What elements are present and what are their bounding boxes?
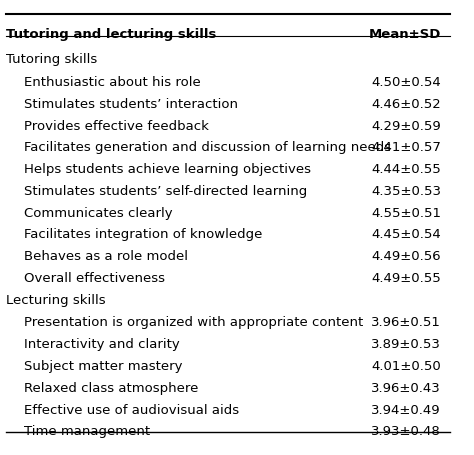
Text: Tutoring and lecturing skills: Tutoring and lecturing skills [6, 28, 216, 41]
Text: 4.55±0.51: 4.55±0.51 [371, 206, 441, 219]
Text: 4.49±0.55: 4.49±0.55 [371, 271, 441, 284]
Text: Lecturing skills: Lecturing skills [6, 293, 106, 306]
Text: Facilitates integration of knowledge: Facilitates integration of knowledge [24, 228, 263, 241]
Text: 4.35±0.53: 4.35±0.53 [371, 184, 441, 197]
Text: 4.46±0.52: 4.46±0.52 [371, 98, 441, 111]
Text: Enthusiastic about his role: Enthusiastic about his role [24, 76, 201, 89]
Text: 3.96±0.51: 3.96±0.51 [371, 316, 441, 329]
Text: Facilitates generation and discussion of learning needs: Facilitates generation and discussion of… [24, 141, 391, 154]
Text: Helps students achieve learning objectives: Helps students achieve learning objectiv… [24, 163, 311, 176]
Text: Mean±SD: Mean±SD [368, 28, 441, 41]
Text: 4.44±0.55: 4.44±0.55 [371, 163, 441, 176]
Text: 4.01±0.50: 4.01±0.50 [371, 359, 441, 372]
Text: 4.29±0.59: 4.29±0.59 [371, 119, 441, 132]
Text: Interactivity and clarity: Interactivity and clarity [24, 338, 180, 350]
Text: Effective use of audiovisual aids: Effective use of audiovisual aids [24, 403, 239, 415]
Text: 4.50±0.54: 4.50±0.54 [371, 76, 441, 89]
Text: 3.96±0.43: 3.96±0.43 [371, 381, 441, 394]
Text: Time management: Time management [24, 425, 150, 437]
Text: 3.93±0.48: 3.93±0.48 [371, 425, 441, 437]
Text: 4.49±0.56: 4.49±0.56 [371, 250, 441, 263]
Text: Provides effective feedback: Provides effective feedback [24, 119, 209, 132]
Text: Presentation is organized with appropriate content: Presentation is organized with appropria… [24, 316, 363, 329]
Text: 4.45±0.54: 4.45±0.54 [371, 228, 441, 241]
Text: Relaxed class atmosphere: Relaxed class atmosphere [24, 381, 199, 394]
Text: Communicates clearly: Communicates clearly [24, 206, 173, 219]
Text: Stimulates students’ self-directed learning: Stimulates students’ self-directed learn… [24, 184, 307, 197]
Text: 4.41±0.57: 4.41±0.57 [371, 141, 441, 154]
Text: Overall effectiveness: Overall effectiveness [24, 271, 165, 284]
Text: 3.89±0.53: 3.89±0.53 [371, 338, 441, 350]
Text: 3.94±0.49: 3.94±0.49 [371, 403, 441, 415]
Text: Behaves as a role model: Behaves as a role model [24, 250, 188, 263]
Text: Subject matter mastery: Subject matter mastery [24, 359, 182, 372]
Text: Tutoring skills: Tutoring skills [6, 53, 97, 66]
Text: Stimulates students’ interaction: Stimulates students’ interaction [24, 98, 238, 111]
